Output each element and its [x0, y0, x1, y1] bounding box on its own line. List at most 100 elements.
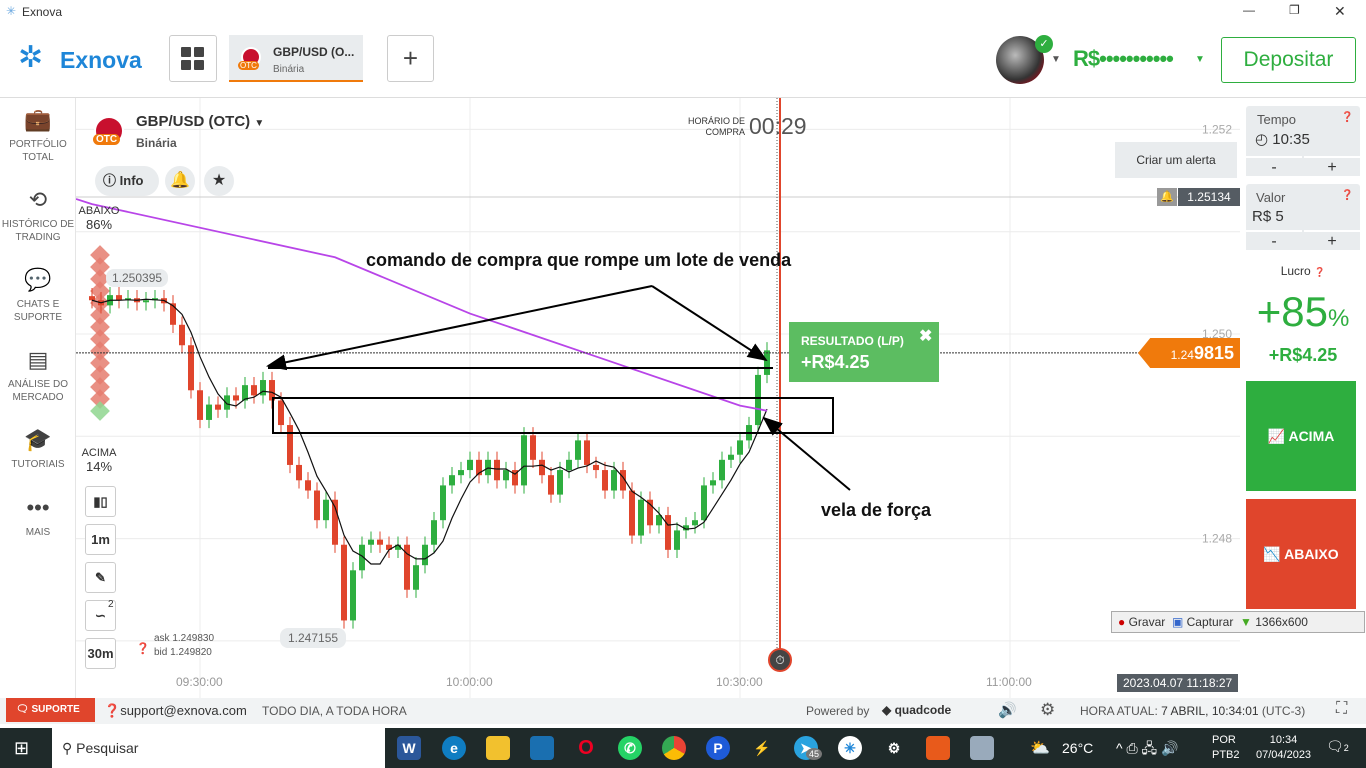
candle-body: [116, 295, 122, 301]
candle-body: [467, 459, 473, 471]
sentiment-marker: [90, 305, 110, 325]
photos-icon[interactable]: [530, 736, 554, 760]
annotation-top: comando de compra que rompe um lote de v…: [366, 250, 792, 270]
weather-temp[interactable]: 26°C: [1062, 740, 1094, 756]
avatar-dropdown-icon[interactable]: ▼: [1051, 54, 1061, 65]
settings-icon[interactable]: ⚙: [887, 740, 901, 756]
sidebar-item-portfolio[interactable]: 💼 PORTFÓLIO TOTAL: [0, 108, 76, 164]
sidebar-item-tutorials[interactable]: 🎓 TUTORIAIS: [0, 428, 76, 471]
tray-icons[interactable]: ^ ⎙ 🖧 🔊: [1116, 740, 1179, 756]
close-button[interactable]: ✕: [1334, 3, 1346, 19]
taskbar-clock[interactable]: 10:34 07/04/2023: [1256, 734, 1312, 761]
candle-body: [152, 298, 158, 301]
minimize-button[interactable]: —: [1243, 3, 1255, 17]
info-button[interactable]: ⓘ Info: [95, 166, 159, 196]
help-icon[interactable]: ❓: [1341, 190, 1354, 201]
taskbar-search[interactable]: ⚲ Pesquisar: [52, 728, 385, 768]
chart-canvas[interactable]: 1.252 1.250 1.248 09:30:00 10:00:00 10:30:00 1…: [76, 98, 1240, 698]
alert-button[interactable]: 🔔: [165, 166, 195, 196]
chart-type-button[interactable]: ▮▯: [85, 486, 116, 517]
annotation-box: [272, 397, 834, 434]
info-icon: ⓘ: [103, 173, 117, 188]
notifications-icon[interactable]: 🗨2: [1326, 738, 1349, 754]
candle-body: [494, 459, 500, 481]
layout-grid-button[interactable]: [169, 35, 217, 82]
support-button[interactable]: 🗨 SUPORTE: [6, 698, 95, 722]
amount-plus-button[interactable]: +: [1304, 230, 1360, 250]
profit-label: Lucro ❓: [1280, 264, 1326, 278]
balance-dropdown-icon[interactable]: ▼: [1195, 54, 1205, 65]
asset-selector[interactable]: GBP/USD (OTC) ▼: [136, 113, 264, 130]
sound-icon[interactable]: 🔊: [998, 702, 1017, 719]
weather-icon[interactable]: ⛅: [1030, 740, 1050, 757]
annotation-arrow: [651, 285, 768, 362]
put-button[interactable]: 📉 ABAIXO: [1246, 499, 1356, 609]
indicators-button[interactable]: ∽: [85, 600, 116, 631]
word-icon[interactable]: W: [397, 736, 421, 760]
support-email[interactable]: ❓support@exnova.com: [104, 703, 247, 718]
task-view-icon[interactable]: ⧉: [357, 740, 367, 756]
sidebar: 💼 PORTFÓLIO TOTAL ⟲ HISTÓRICO DE TRADING 💬…: [0, 98, 76, 698]
paint-icon[interactable]: [970, 736, 994, 760]
time-minus-button[interactable]: -: [1246, 156, 1302, 176]
draw-button[interactable]: ✎: [85, 562, 116, 593]
amount-selector[interactable]: Valor ❓ R$ 5 - +: [1246, 184, 1360, 250]
candle-body: [188, 345, 194, 391]
news-icon: ▤: [27, 347, 49, 372]
p-app-icon[interactable]: P: [706, 736, 730, 760]
fullscreen-icon[interactable]: ⛶: [1336, 700, 1348, 717]
presentation-icon[interactable]: [926, 736, 950, 760]
sidebar-item-chats[interactable]: 💬 CHATS E SUPORTE: [0, 268, 76, 324]
help-icon[interactable]: ❓: [1341, 112, 1354, 123]
balance[interactable]: R$•••••••••••: [1073, 46, 1174, 71]
resolution-select[interactable]: 1366x600: [1255, 615, 1308, 629]
opera-icon[interactable]: O: [578, 737, 594, 759]
x-tick-label: 10:00:00: [446, 675, 493, 689]
purchase-time-label: HORÁRIO DE COMPRA: [688, 116, 746, 137]
profit-value: +R$4.25: [1268, 345, 1338, 365]
favorite-button[interactable]: ★: [204, 166, 234, 196]
pencil-icon: ✎: [95, 569, 106, 585]
whatsapp-icon[interactable]: ✆: [618, 736, 642, 760]
asset-tab-gbpusd[interactable]: OTC GBP/USD (O... Binária: [229, 35, 363, 82]
time-selector[interactable]: Tempo ❓ ◴ 10:35 - +: [1246, 106, 1360, 176]
y-tick-label: 1.252: [1202, 122, 1232, 136]
windows-start-icon[interactable]: ⊞: [14, 738, 30, 758]
trading-app-icon[interactable]: ⚡: [753, 740, 771, 756]
sidebar-item-history[interactable]: ⟲ HISTÓRICO DE TRADING: [1, 187, 75, 244]
close-icon[interactable]: ✖: [919, 328, 933, 345]
period-button[interactable]: 30m: [85, 638, 116, 669]
x-tick-label: 09:30:00: [176, 675, 223, 689]
add-tab-button[interactable]: +: [387, 35, 434, 82]
timeframe-button[interactable]: 1m: [85, 524, 116, 555]
amount-minus-button[interactable]: -: [1246, 230, 1302, 250]
time-plus-button[interactable]: +: [1304, 156, 1360, 176]
chrome-icon[interactable]: [662, 736, 686, 760]
file-explorer-icon[interactable]: [486, 736, 510, 760]
candle-body: [620, 470, 626, 491]
settings-icon[interactable]: ⚙: [1040, 700, 1056, 719]
amount-value[interactable]: R$ 5: [1252, 208, 1284, 225]
call-button[interactable]: 📈 ACIMA: [1246, 381, 1356, 491]
sidebar-item-analysis[interactable]: ▤ ANÁLISE DO MERCADO: [0, 348, 76, 404]
language-indicator[interactable]: POR PTB2: [1212, 734, 1240, 761]
capture-button[interactable]: Capturar: [1186, 615, 1234, 629]
candle-body: [503, 470, 509, 481]
footer: 🗨 SUPORTE ❓support@exnova.com TODO DIA, …: [0, 698, 1366, 724]
record-button[interactable]: Gravar: [1128, 615, 1166, 629]
sentiment-marker: [90, 377, 110, 397]
exnova-icon[interactable]: ✳: [838, 736, 862, 760]
annotation-arrow: [266, 285, 653, 371]
bell-icon[interactable]: 🔔: [1157, 188, 1177, 206]
create-alert-tooltip[interactable]: Criar um alerta: [1115, 142, 1237, 178]
sidebar-item-more[interactable]: ••• MAIS: [0, 496, 76, 539]
maximize-button[interactable]: ❐: [1289, 3, 1300, 17]
edge-icon[interactable]: e: [442, 736, 466, 760]
price-chart[interactable]: 1.252 1.250 1.248 09:30:00 10:00:00 10:30:00 1…: [76, 98, 1240, 698]
x-tick-label: 11:00:00: [986, 675, 1032, 689]
recorder-toolbar: ● Gravar ▣ Capturar ▼ 1366x600: [1111, 611, 1365, 633]
result-title: RESULTADO (L/P): [801, 334, 904, 348]
deposit-button[interactable]: Depositar: [1221, 37, 1356, 83]
help-icon[interactable]: ❓: [136, 643, 150, 655]
sentiment-marker: [90, 353, 110, 373]
